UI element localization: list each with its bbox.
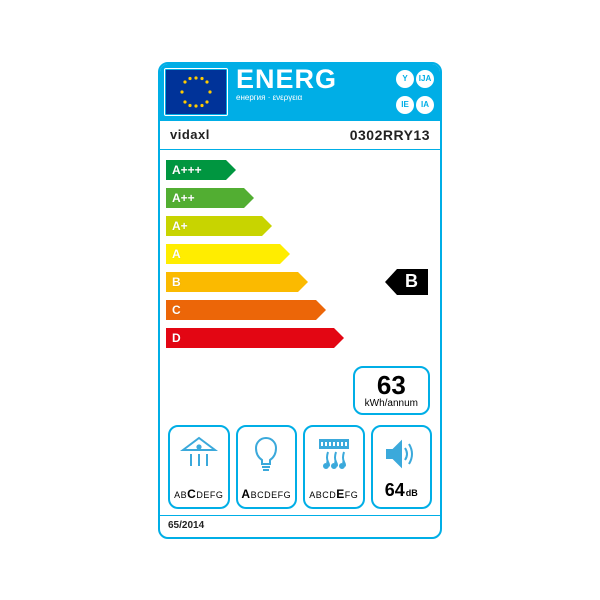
consumption-box: 63 kWh/annum (353, 366, 430, 415)
brand-name: vidaxl (170, 127, 210, 142)
brand-row: vidaxl 0302RRY13 (160, 121, 440, 149)
energy-subtitle: енергия · ενεργεια (236, 93, 392, 102)
bar-label: A (166, 247, 181, 261)
bar-C: C (166, 300, 316, 320)
header-text: ENERG енергия · ενεργεια (228, 64, 396, 120)
header: ENERG енергия · ενεργεια Y IJA IE IA (160, 64, 440, 120)
consumption-wrap: 63 kWh/annum (160, 360, 440, 419)
lang-circle: IE (396, 96, 414, 114)
bar-label: A++ (166, 191, 195, 205)
bar-label: B (166, 275, 181, 289)
bar-label: A+ (166, 219, 188, 233)
energy-label: ENERG енергия · ενεργεια Y IJA IE IA vid… (158, 62, 442, 539)
filter-icon (314, 433, 354, 475)
bar-B: B (166, 272, 298, 292)
bar-label: A+++ (166, 163, 202, 177)
grease-rating: ABCDEFG (309, 487, 358, 501)
bar-A+: A+ (166, 216, 262, 236)
fluid-dynamic-box: ABCDEFG (168, 425, 230, 509)
lighting-box: ABCDEFG (236, 425, 298, 509)
efficiency-chart: A+++A++A+ABBCD (160, 150, 440, 360)
rating-value: B (397, 269, 428, 295)
speaker-icon (381, 433, 421, 475)
bar-A: A (166, 244, 280, 264)
lang-circles: Y IJA IE IA (396, 64, 440, 120)
noise-number: 64 (385, 480, 405, 500)
bar-D: D (166, 328, 334, 348)
noise-value: 64dB (385, 480, 418, 501)
fluid-rating: ABCDEFG (174, 487, 223, 501)
lang-circle: IJA (416, 70, 434, 88)
lang-circle: Y (396, 70, 414, 88)
rating-pointer: B (385, 269, 428, 295)
bar-A+++: A+++ (166, 160, 226, 180)
consumption-unit: kWh/annum (365, 398, 418, 409)
hood-icon (179, 433, 219, 475)
light-rating: ABCDEFG (241, 487, 291, 501)
bar-label: D (166, 331, 181, 345)
energy-title: ENERG (236, 66, 392, 93)
bar-label: C (166, 303, 181, 317)
subratings-row: ABCDEFG ABCDEFG (160, 419, 440, 515)
eu-flag (164, 68, 228, 116)
bulb-icon (246, 433, 286, 475)
regulation-footer: 65/2014 (160, 516, 440, 537)
grease-filter-box: ABCDEFG (303, 425, 365, 509)
lang-circle: IA (416, 96, 434, 114)
consumption-value: 63 (365, 372, 418, 398)
noise-unit: dB (406, 488, 418, 498)
noise-box: 64dB (371, 425, 433, 509)
model-number: 0302RRY13 (350, 127, 430, 143)
bar-A++: A++ (166, 188, 244, 208)
